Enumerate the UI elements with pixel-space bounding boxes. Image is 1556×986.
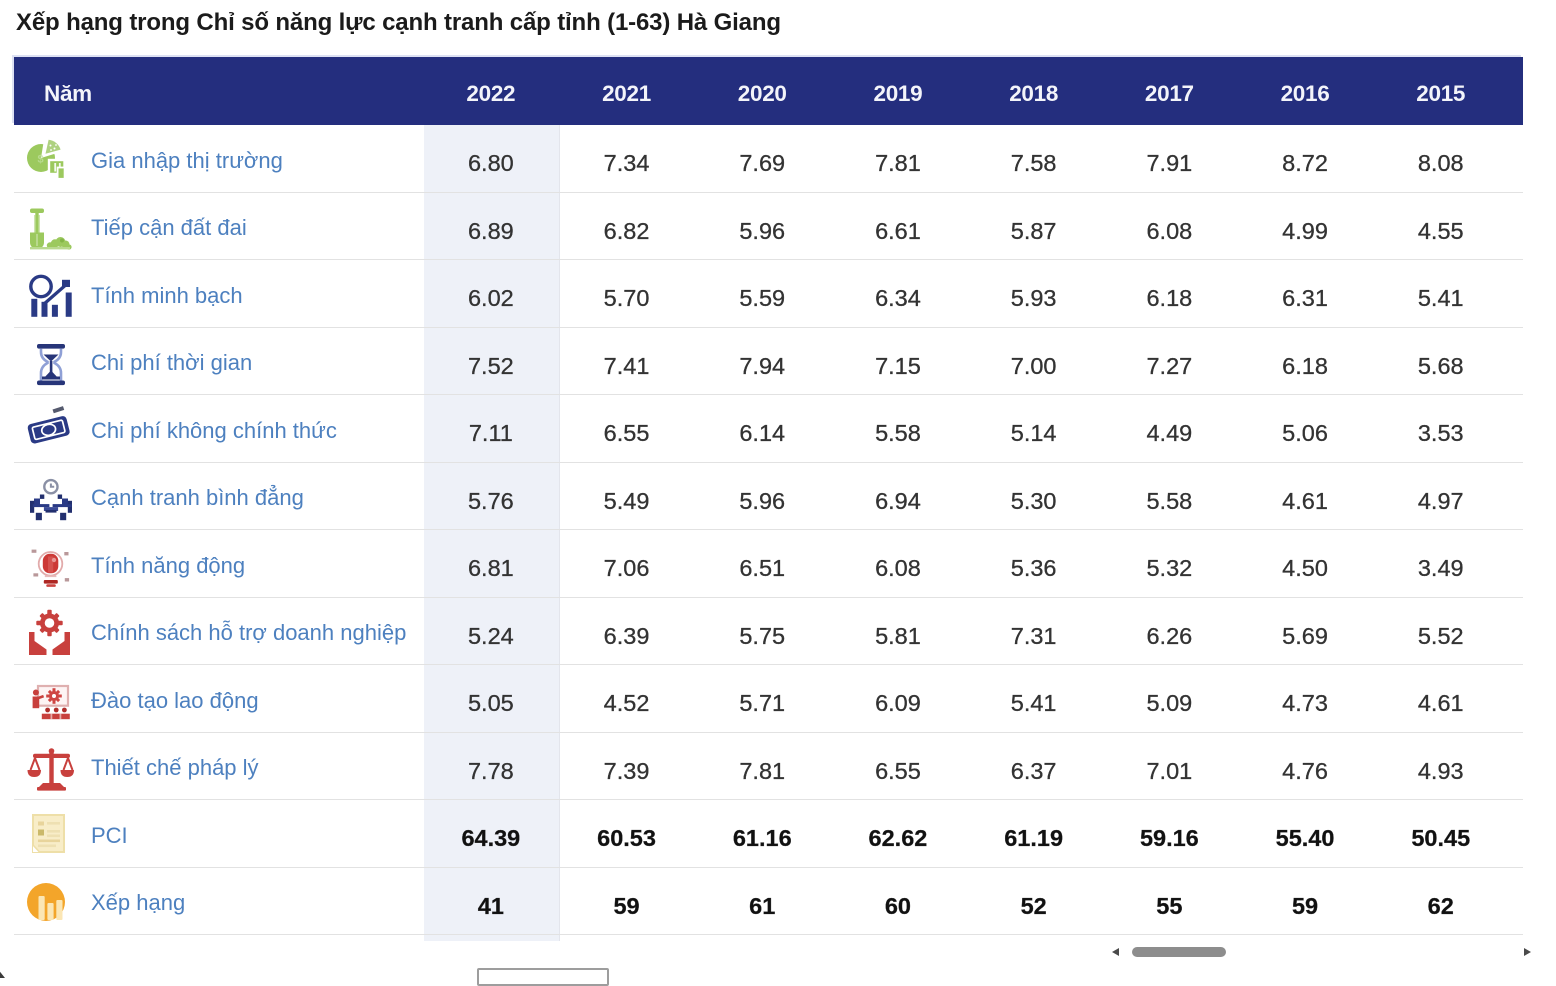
svg-text:$: $ [37,154,43,166]
